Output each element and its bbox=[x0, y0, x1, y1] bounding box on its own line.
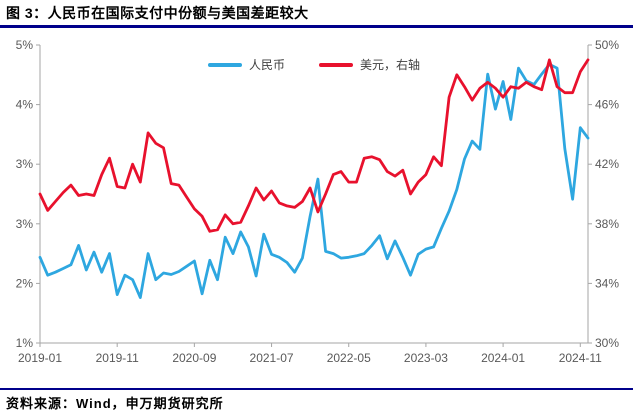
rmb-line-swatch-icon bbox=[207, 62, 242, 67]
legend-item-usd: 美元，右轴 bbox=[319, 56, 420, 73]
x-axis-tick-label: 2019-01 bbox=[18, 351, 62, 365]
title-underline bbox=[0, 25, 633, 28]
x-axis-tick-label: 2024-11 bbox=[559, 351, 602, 365]
left-axis-tick-label: 2% bbox=[16, 276, 34, 290]
right-axis-tick-label: 38% bbox=[595, 217, 619, 231]
right-axis-tick-label: 50% bbox=[595, 38, 619, 52]
right-axis-tick-label: 46% bbox=[595, 98, 619, 112]
x-axis-tick-label: 2019-11 bbox=[96, 351, 139, 365]
legend-item-rmb: 人民币 bbox=[207, 56, 285, 73]
right-axis-tick-label: 42% bbox=[595, 157, 619, 171]
footer-rule bbox=[0, 388, 633, 390]
left-axis-tick-label: 3% bbox=[16, 217, 34, 231]
usd-series-line bbox=[38, 58, 590, 233]
x-axis-tick-label: 2023-03 bbox=[404, 351, 448, 365]
right-axis-tick-label: 34% bbox=[595, 276, 619, 290]
left-axis-tick-label: 1% bbox=[16, 336, 34, 350]
x-axis-tick-label: 2020-09 bbox=[172, 351, 216, 365]
x-axis-tick-label: 2022-05 bbox=[327, 351, 371, 365]
right-axis-tick-label: 30% bbox=[595, 336, 619, 350]
left-axis-tick-label: 3% bbox=[16, 157, 34, 171]
x-axis-tick-label: 2021-07 bbox=[250, 351, 294, 365]
rmb-series-line bbox=[38, 63, 590, 300]
legend-label-usd: 美元，右轴 bbox=[360, 58, 421, 72]
left-axis-tick-label: 4% bbox=[16, 98, 34, 112]
figure-title: 图 3：人民币在国际支付中份额与美国差距较大 bbox=[6, 5, 309, 21]
left-axis-tick-label: 5% bbox=[16, 38, 34, 52]
legend-label-rmb: 人民币 bbox=[248, 58, 285, 72]
chart-legend: 人民币 美元，右轴 bbox=[40, 56, 588, 73]
usd-line-swatch-icon bbox=[319, 62, 353, 67]
x-axis-tick-label: 2024-01 bbox=[481, 351, 525, 365]
source-note: 资料来源：Wind，申万期货研究所 bbox=[6, 396, 224, 411]
